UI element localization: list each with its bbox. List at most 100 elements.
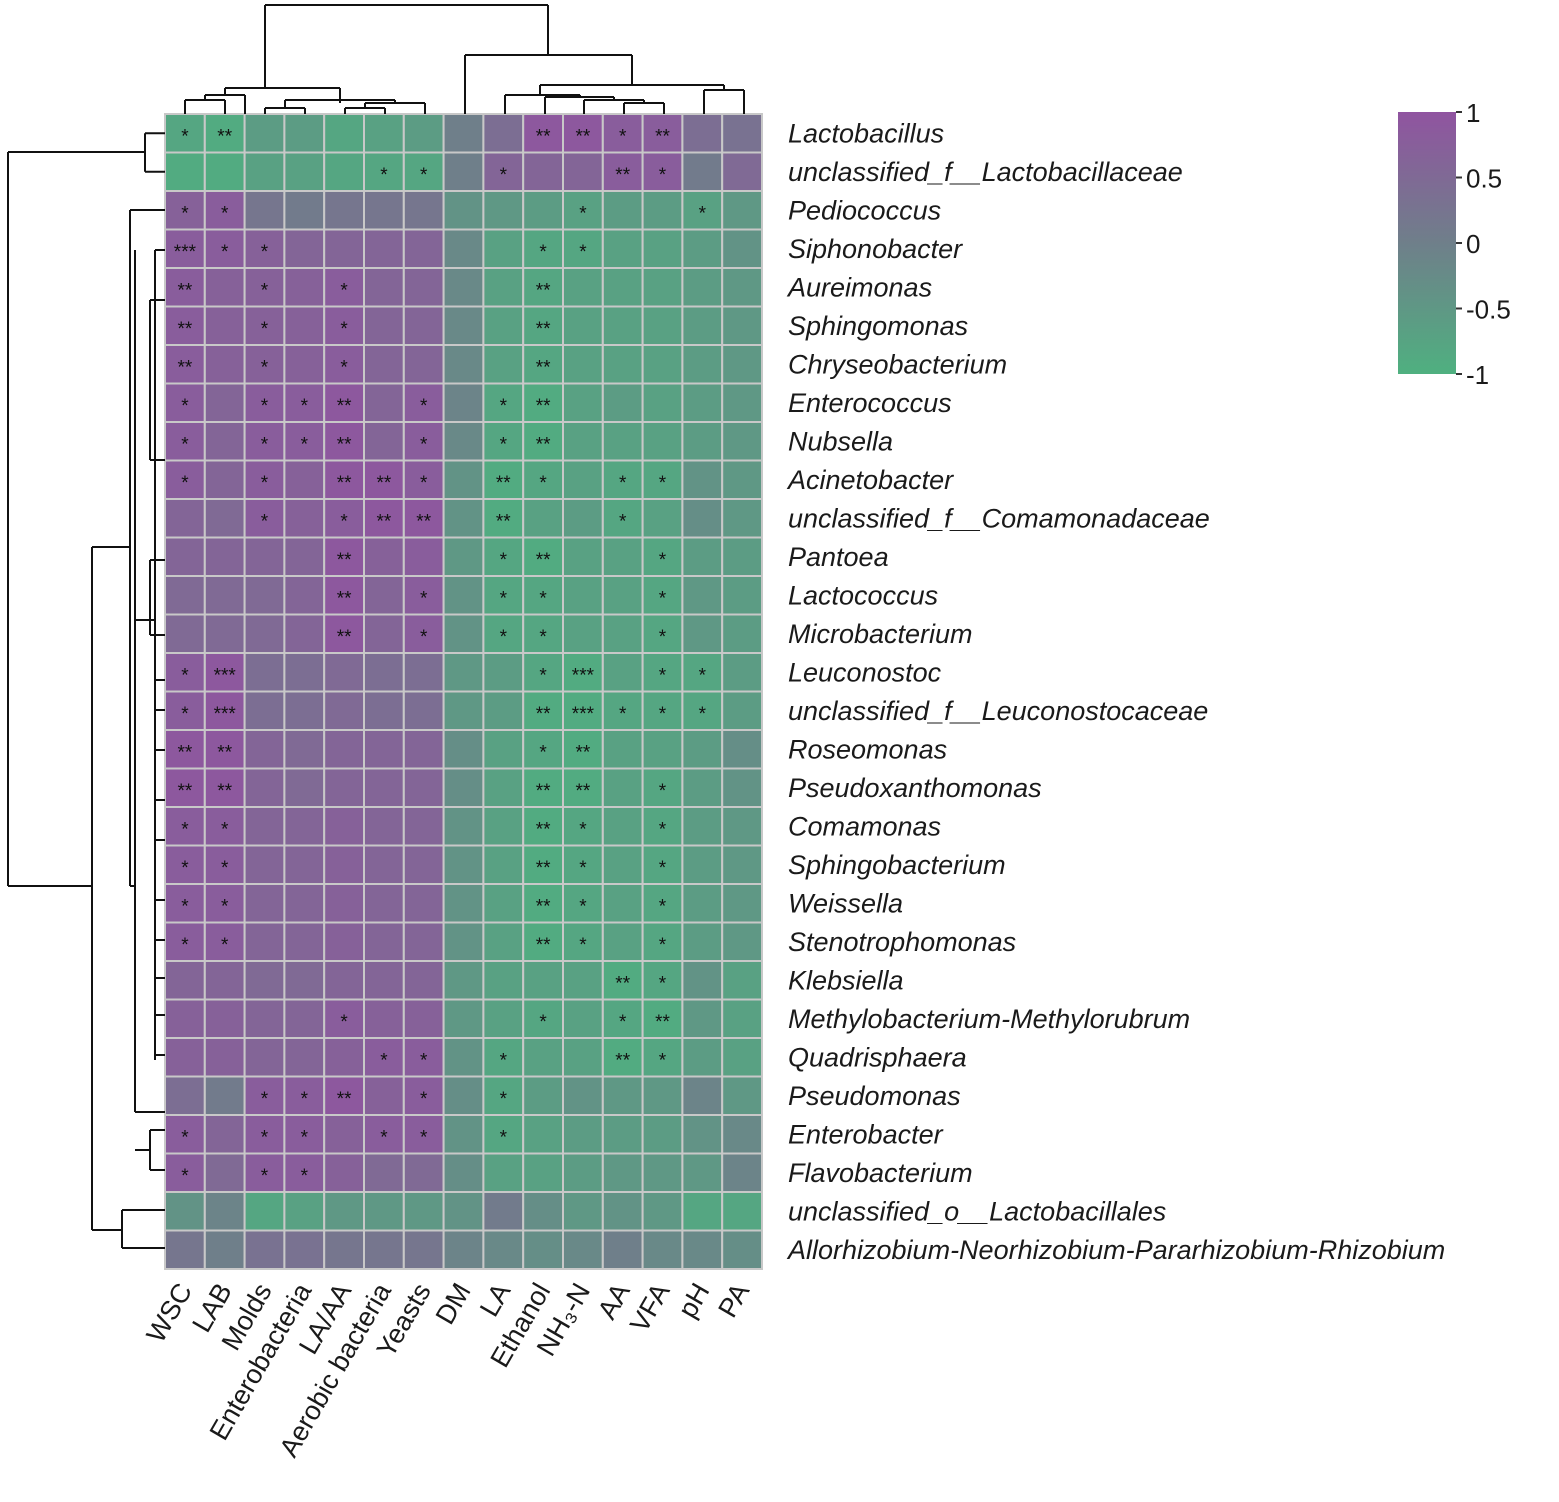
heatmap-cell	[203, 1075, 246, 1116]
heatmap-cell	[721, 1114, 764, 1155]
heatmap-cell	[681, 652, 724, 693]
heatmap-cell	[442, 382, 485, 423]
significance-mark: **	[337, 627, 352, 648]
heatmap-cell	[522, 1152, 565, 1193]
heatmap-cell	[442, 1191, 485, 1232]
heatmap-cell	[601, 459, 644, 500]
heatmap-cell	[402, 767, 445, 808]
heatmap-cell	[641, 1075, 684, 1116]
heatmap-cell	[283, 998, 326, 1039]
heatmap-cell	[243, 883, 286, 924]
significance-mark: *	[181, 396, 189, 417]
heatmap-cell	[721, 690, 764, 731]
significance-mark: **	[536, 896, 551, 917]
heatmap-cell	[522, 613, 565, 654]
significance-mark: *	[659, 896, 667, 917]
significance-mark: *	[539, 665, 547, 686]
significance-mark: *	[659, 165, 667, 186]
heatmap-cell	[363, 575, 405, 616]
heatmap-cell	[601, 1075, 644, 1116]
heatmap-cell	[522, 998, 565, 1039]
heatmap-cell	[203, 267, 246, 308]
heatmap-cell	[721, 767, 764, 808]
significance-mark: *	[619, 704, 627, 725]
significance-mark: *	[261, 1166, 269, 1187]
heatmap-cell	[522, 1075, 565, 1116]
significance-mark: *	[261, 242, 269, 263]
heatmap-cell	[323, 806, 366, 847]
significance-mark: *	[659, 973, 667, 994]
heatmap-cell	[681, 344, 724, 385]
heatmap-cell	[402, 652, 445, 693]
significance-mark: **	[655, 1012, 670, 1033]
significance-mark: *	[221, 819, 229, 840]
heatmap-cell	[721, 1152, 764, 1193]
heatmap-cell	[402, 536, 445, 577]
heatmap-cell	[601, 575, 644, 616]
significance-mark: *	[221, 203, 229, 224]
heatmap-cell	[323, 575, 366, 616]
heatmap-cell	[402, 960, 445, 1001]
heatmap-cell	[482, 613, 525, 654]
significance-mark: *	[181, 1127, 189, 1148]
significance-mark: *	[659, 1050, 667, 1071]
significance-mark: *	[420, 588, 428, 609]
significance-mark: *	[181, 896, 189, 917]
significance-mark: **	[536, 280, 551, 301]
heatmap-cell	[323, 883, 366, 924]
heatmap-cell	[482, 1191, 525, 1232]
row-label: Leuconostoc	[788, 657, 942, 687]
significance-mark: *	[659, 588, 667, 609]
significance-mark: **	[496, 511, 511, 532]
significance-mark: *	[181, 126, 189, 147]
significance-mark: *	[659, 704, 667, 725]
heatmap-cell	[164, 960, 206, 1001]
significance-mark: **	[337, 550, 352, 571]
heatmap-cell	[681, 998, 724, 1039]
heatmap-cell	[402, 113, 445, 154]
significance-mark: **	[615, 973, 630, 994]
row-label: Siphonobacter	[788, 234, 963, 264]
heatmap-cell	[681, 421, 724, 462]
significance-mark: *	[301, 434, 309, 455]
heatmap-cell	[283, 344, 326, 385]
heatmap-cell	[402, 806, 445, 847]
heatmap-cell	[402, 305, 445, 346]
heatmap-cell	[402, 883, 445, 924]
heatmap-cell	[562, 228, 604, 269]
significance-mark: *	[301, 1127, 309, 1148]
column-label: pH	[672, 1278, 715, 1323]
heatmap-cell	[243, 806, 286, 847]
row-label: Pediococcus	[788, 195, 941, 225]
column-label: PA	[712, 1278, 755, 1322]
heatmap-cell	[721, 151, 764, 192]
significance-mark: *	[619, 1012, 627, 1033]
heatmap-cell	[164, 498, 206, 539]
column-label: DM	[430, 1278, 477, 1329]
significance-mark: **	[536, 704, 551, 725]
heatmap-cell	[323, 767, 366, 808]
heatmap-cell	[442, 883, 485, 924]
significance-mark: *	[539, 742, 547, 763]
heatmap-cell	[164, 151, 206, 192]
row-label: Microbacterium	[788, 619, 973, 649]
significance-mark: *	[659, 935, 667, 956]
significance-mark: *	[221, 242, 229, 263]
heatmap-cell	[164, 883, 206, 924]
heatmap-cell	[482, 767, 525, 808]
column-label: VFA	[624, 1278, 675, 1337]
heatmap-cell	[562, 767, 604, 808]
heatmap-cell	[283, 190, 326, 231]
heatmap-cell	[363, 536, 405, 577]
heatmap-cell	[442, 767, 485, 808]
heatmap-cell	[164, 536, 206, 577]
heatmap-cell	[681, 806, 724, 847]
significance-mark: *	[659, 781, 667, 802]
heatmap-cell	[363, 1229, 405, 1270]
significance-mark: *	[539, 588, 547, 609]
heatmap-cell	[243, 113, 286, 154]
heatmap-cell	[482, 1152, 525, 1193]
heatmap-cell	[721, 806, 764, 847]
heatmap-cell	[601, 806, 644, 847]
heatmap-cell	[363, 382, 405, 423]
